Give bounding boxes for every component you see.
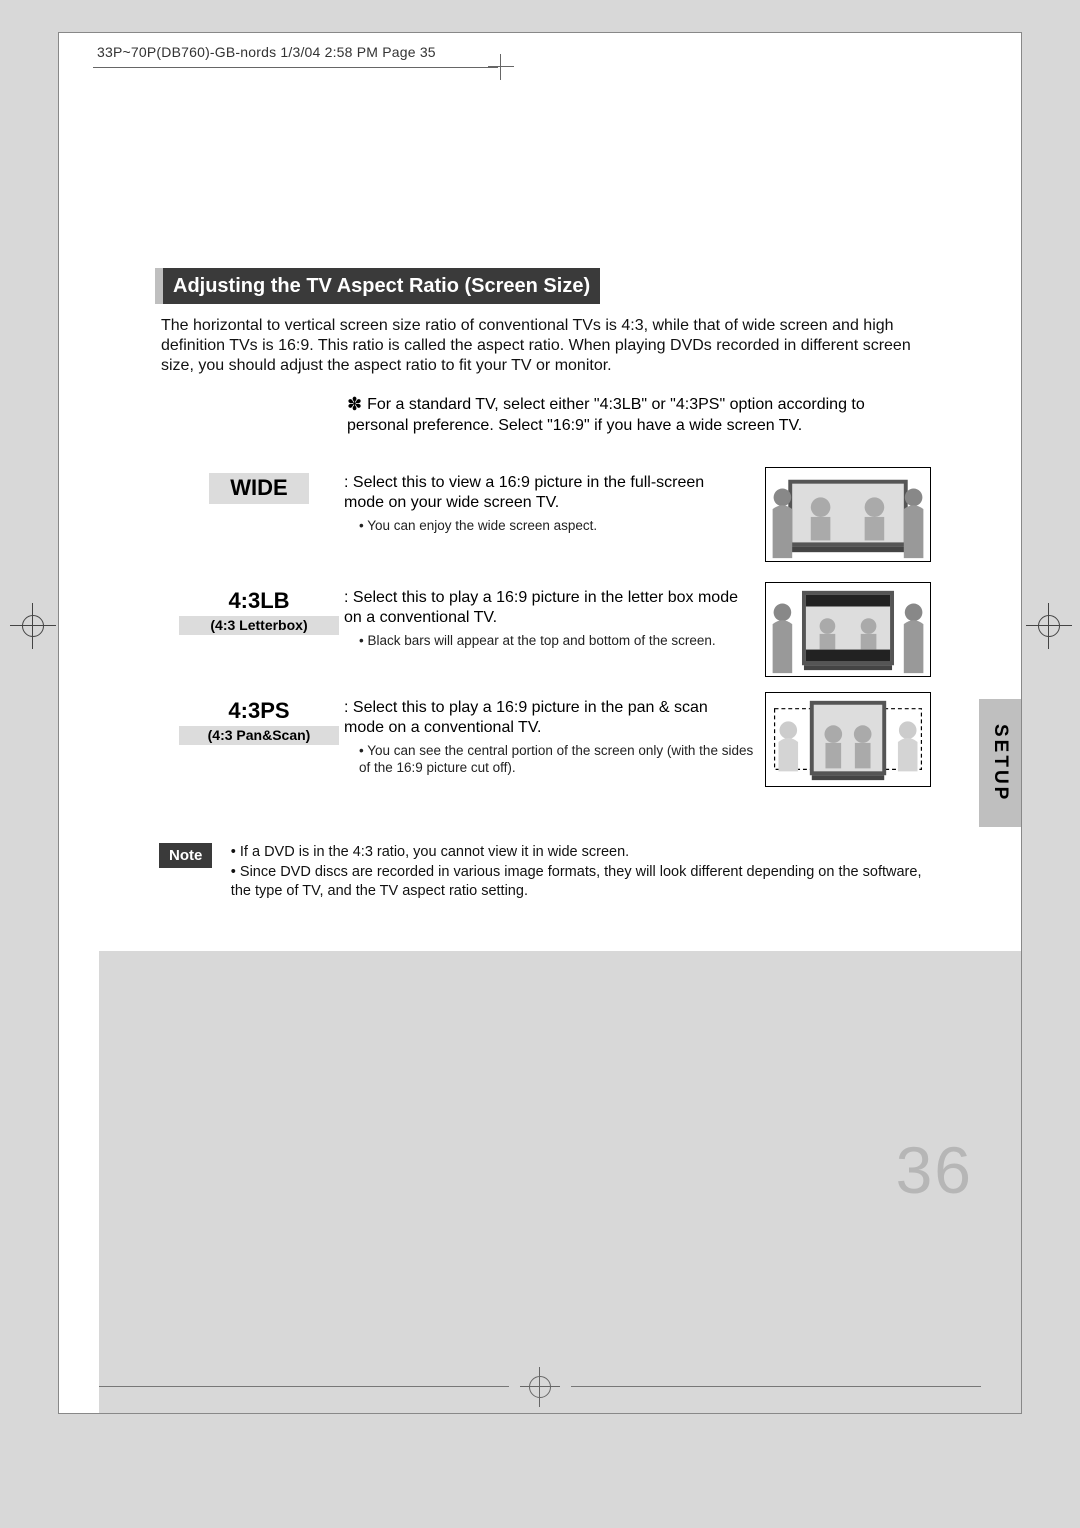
header-rule [93, 67, 498, 68]
header-crosshair [488, 54, 514, 80]
tip-paragraph: ✽ For a standard TV, select either "4:3L… [347, 393, 867, 437]
note-badge: Note [159, 843, 212, 868]
lower-gray-area [99, 951, 1021, 1413]
bottom-crosshair [520, 1367, 560, 1407]
page: 33P~70P(DB760)-GB-nords 1/3/04 2:58 PM P… [58, 32, 1022, 1414]
option-subtitle: (4:3 Letterbox) [179, 616, 339, 635]
note-text: • If a DVD is in the 4:3 ratio, you cann… [231, 843, 931, 902]
option-subtitle: (4:3 Pan&Scan) [179, 726, 339, 745]
setup-side-tab: SETUP [979, 699, 1021, 827]
option-description: : Select this to play a 16:9 picture in … [344, 698, 748, 739]
setup-side-tab-label: SETUP [989, 724, 1011, 802]
tv-illustration-wide [765, 467, 931, 562]
registration-mark-right [1026, 603, 1072, 649]
option-subnote: • Black bars will appear at the top and … [359, 633, 754, 650]
header-meta: 33P~70P(DB760)-GB-nords 1/3/04 2:58 PM P… [97, 44, 436, 60]
option-code: 4:3PS [179, 698, 339, 726]
option-label: 4:3LB (4:3 Letterbox) [179, 588, 339, 635]
tip-text: For a standard TV, select either "4:3LB"… [347, 396, 865, 434]
tv-illustration-letterbox [765, 582, 931, 677]
option-description: : Select this to play a 16:9 picture in … [344, 588, 748, 629]
title-accent [155, 268, 163, 304]
registration-mark-left [10, 603, 56, 649]
crop-rule-right [571, 1386, 981, 1387]
option-description: : Select this to view a 16:9 picture in … [344, 473, 748, 514]
tv-illustration-panscan [765, 692, 931, 787]
option-code: 4:3LB [179, 588, 339, 616]
section-title-row: Adjusting the TV Aspect Ratio (Screen Si… [155, 268, 600, 304]
page-number: 36 [896, 1132, 973, 1208]
option-subnote: • You can enjoy the wide screen aspect. [359, 518, 754, 535]
crop-rule-left [99, 1386, 509, 1387]
option-label: WIDE [179, 473, 339, 504]
tip-star-icon: ✽ [347, 394, 367, 414]
option-label: 4:3PS (4:3 Pan&Scan) [179, 698, 339, 745]
intro-paragraph: The horizontal to vertical screen size r… [161, 316, 931, 376]
note-row: Note • If a DVD is in the 4:3 ratio, you… [159, 843, 959, 902]
option-code: WIDE [209, 473, 309, 504]
option-subnote: • You can see the central portion of the… [359, 743, 759, 777]
section-title: Adjusting the TV Aspect Ratio (Screen Si… [163, 268, 600, 304]
